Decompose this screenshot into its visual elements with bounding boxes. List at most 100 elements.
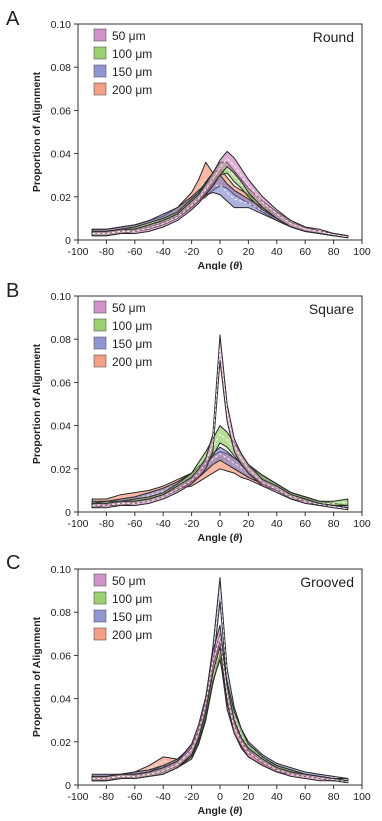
x-tick-label: -20 xyxy=(184,791,199,803)
x-tick-label: -100 xyxy=(67,246,88,258)
y-tick-label: 0.06 xyxy=(51,105,72,117)
y-tick-label: 0.02 xyxy=(51,192,72,204)
x-tick-label: 20 xyxy=(243,246,255,258)
legend-swatch-0 xyxy=(93,28,107,42)
x-tick-label: -60 xyxy=(127,791,142,803)
x-axis-label-symbol: θ xyxy=(233,260,239,270)
series-band-1 xyxy=(91,641,349,782)
chart-round: -100 -80 -60 -40 -20 0 20 40 60 80 100 0 0.02 0.04 0.0… xyxy=(31,19,371,270)
y-axis-label: Proportion of Alignment xyxy=(31,71,43,192)
y-tick-label: 0 xyxy=(65,235,71,247)
x-tick-label: -100 xyxy=(67,791,88,803)
x-tick-label: 60 xyxy=(299,518,311,530)
y-tick-label: 0.04 xyxy=(51,421,72,433)
legend-swatch-0 xyxy=(93,573,107,587)
y-tick-label: 0.08 xyxy=(51,62,72,74)
legend: 50 μm 100 μm 150 μm 200 μm xyxy=(93,573,152,642)
x-tick-label: 40 xyxy=(271,246,283,258)
y-tick-label: 0.06 xyxy=(51,377,72,389)
series-mean-line-3 xyxy=(92,644,348,780)
x-tick-label: 0 xyxy=(217,791,223,803)
series-group xyxy=(91,150,349,239)
panel-letter-b: B xyxy=(6,280,20,302)
legend-label-0: 50 μm xyxy=(112,301,146,315)
x-axis-label: Angle (θ) xyxy=(198,260,243,270)
x-tick-label: 40 xyxy=(271,791,283,803)
legend-label-2: 150 μm xyxy=(112,337,152,351)
x-axis-label-close: ) xyxy=(239,260,243,270)
legend-swatch-2 xyxy=(93,64,107,78)
x-tick-label: -80 xyxy=(99,791,114,803)
legend: 50 μm 100 μm 150 μm 200 μm xyxy=(93,28,152,97)
series-mean-line-0 xyxy=(92,347,348,510)
x-axis-label-symbol: θ xyxy=(233,805,239,817)
legend-swatch-3 xyxy=(93,82,107,96)
legend-swatch-0 xyxy=(93,300,107,314)
y-tick-label: 0.10 xyxy=(51,291,72,303)
x-tick-label: -60 xyxy=(127,518,142,530)
legend-label-0: 50 μm xyxy=(112,29,146,43)
x-axis-label: Angle (θ) xyxy=(198,805,243,817)
legend-label-2: 150 μm xyxy=(112,610,152,624)
legend-label-2: 150 μm xyxy=(112,65,152,79)
x-tick-label: 60 xyxy=(299,791,311,803)
x-tick-label: 100 xyxy=(353,791,371,803)
chart-title: Round xyxy=(313,29,354,45)
legend-label-1: 100 μm xyxy=(112,47,152,61)
y-tick-label: 0.02 xyxy=(51,464,72,476)
y-tick-label: 0.06 xyxy=(51,650,72,662)
x-tick-label: 60 xyxy=(299,246,311,258)
x-tick-label: 0 xyxy=(217,518,223,530)
x-tick-label: -100 xyxy=(67,518,88,530)
y-tick-label: 0.10 xyxy=(51,19,72,31)
chart-grooved: -100 -80 -60 -40 -20 0 20 40 60 80 100 0 0.02 0.04 0.0… xyxy=(31,564,371,817)
legend-label-3: 200 μm xyxy=(112,83,152,97)
y-axis-label: Proportion of Alignment xyxy=(31,343,43,464)
x-tick-label: 80 xyxy=(328,246,340,258)
y-tick-label: 0.02 xyxy=(51,737,72,749)
legend-swatch-3 xyxy=(93,627,107,641)
series-mean-line-0 xyxy=(92,635,348,783)
legend-swatch-1 xyxy=(93,46,107,60)
x-tick-label: 20 xyxy=(243,791,255,803)
series-mean-line-2 xyxy=(92,453,348,507)
x-tick-label: 20 xyxy=(243,518,255,530)
legend-swatch-2 xyxy=(93,609,107,623)
x-tick-label: 100 xyxy=(353,246,371,258)
chart-title: Grooved xyxy=(300,574,354,590)
x-tick-label: -80 xyxy=(99,518,114,530)
y-tick-label: 0 xyxy=(65,507,71,519)
legend-swatch-2 xyxy=(93,336,107,350)
x-tick-label: -60 xyxy=(127,246,142,258)
series-band-0 xyxy=(91,334,349,511)
legend-swatch-1 xyxy=(93,591,107,605)
x-axis-label-symbol: θ xyxy=(233,532,239,544)
y-tick-label: 0.08 xyxy=(51,607,72,619)
x-tick-label: -40 xyxy=(156,791,171,803)
series-mean-line-0 xyxy=(92,158,348,238)
y-axis-label: Proportion of Alignment xyxy=(31,616,43,737)
legend-label-0: 50 μm xyxy=(112,574,146,588)
x-tick-label: -40 xyxy=(156,518,171,530)
series-group xyxy=(91,577,349,784)
series-band-0 xyxy=(91,150,349,239)
x-axis-label: Angle (θ) xyxy=(198,532,243,544)
legend-swatch-3 xyxy=(93,354,107,368)
x-axis-label-text: Angle ( xyxy=(198,805,234,817)
legend-label-3: 200 μm xyxy=(112,628,152,642)
legend-label-3: 200 μm xyxy=(112,355,152,369)
series-band-2 xyxy=(91,174,349,237)
y-tick-label: 0.04 xyxy=(51,694,72,706)
y-tick-label: 0.04 xyxy=(51,149,72,161)
legend-swatch-1 xyxy=(93,318,107,332)
x-tick-label: -40 xyxy=(156,246,171,258)
y-tick-label: 0.10 xyxy=(51,564,72,576)
series-mean-line-1 xyxy=(92,650,348,780)
series-band-2 xyxy=(91,577,349,782)
x-axis-label-text: Angle ( xyxy=(198,532,234,544)
series-group xyxy=(91,334,349,511)
x-tick-label: 80 xyxy=(328,791,340,803)
chart-square: -100 -80 -60 -40 -20 0 20 40 60 80 100 0 0.02 0.04 0.0… xyxy=(31,291,371,544)
chart-title: Square xyxy=(309,301,354,317)
